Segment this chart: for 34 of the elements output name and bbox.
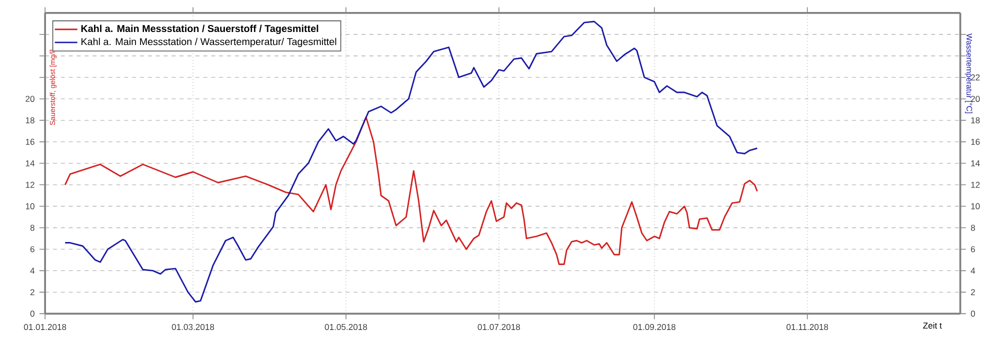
y-tick-label: 12 <box>26 182 34 188</box>
y-tick-label: 4 <box>30 268 35 274</box>
x-axis-title: Zeit t <box>923 322 942 329</box>
y-tick-label: 8 <box>30 224 34 232</box>
x-tick-label: 01.07.2018 <box>478 324 520 330</box>
y-tick-label: 20 <box>26 96 34 102</box>
x-tick-label: 01.01.2018 <box>24 324 66 330</box>
y2-tick-label: 4 <box>970 268 976 274</box>
y2-tick-label: 12 <box>971 182 980 188</box>
line-series <box>64 21 758 303</box>
x-tick-label: 01.03.2018 <box>172 324 214 330</box>
y2-tick-label: 22 <box>971 74 980 81</box>
x-tick-label: 01.05.2018 <box>324 324 368 330</box>
y2-tick-label: 0 <box>970 310 975 317</box>
legend-label: Kahl a. Main Messstation / Wassertemperatur/ Tagesmittel <box>82 38 336 48</box>
y2-tick-label: 18 <box>971 118 980 124</box>
y-tick-label: 14 <box>26 160 35 166</box>
y2-tick-label: 2 <box>971 289 975 296</box>
line-series <box>64 116 758 266</box>
y2-tick-label: 10 <box>971 203 980 210</box>
x-tick-label: 01.11.2018 <box>786 324 828 330</box>
y-tick-label: 18 <box>26 118 34 124</box>
y2-tick-label: 14 <box>971 160 980 166</box>
y2-tick-label: 20 <box>971 96 980 102</box>
y-tick-label: 10 <box>26 203 34 210</box>
legend-label: Kahl a. Main Messstation / Sauerstoff / Tagesmittel <box>81 25 318 34</box>
y-tick-label: 16 <box>26 139 34 146</box>
y-tick-label: 2 <box>30 289 34 296</box>
y2-tick-label: 16 <box>971 139 980 146</box>
y-tick-label: 6 <box>30 246 34 253</box>
y-tick-label: 0 <box>30 310 34 317</box>
y2-tick-label: 6 <box>971 246 975 253</box>
x-tick-label: 01.09.2018 <box>633 324 676 330</box>
y2-tick-label: 8 <box>970 224 975 232</box>
